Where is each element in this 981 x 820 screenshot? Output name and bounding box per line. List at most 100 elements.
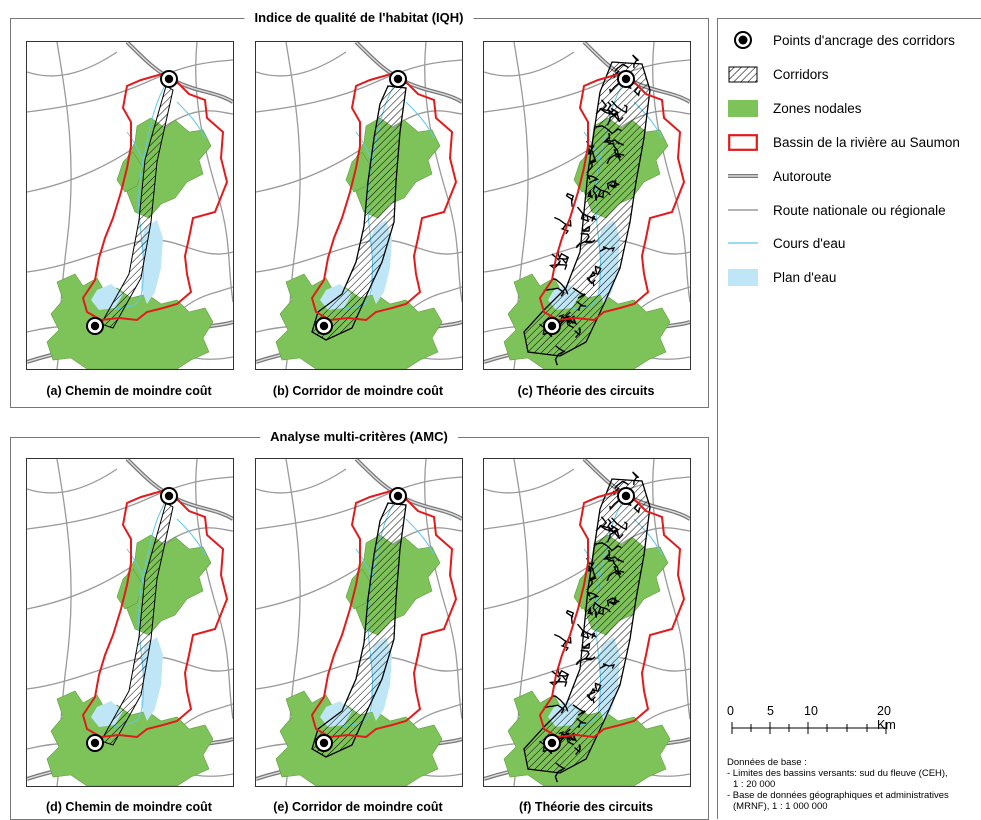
circuit-current-line: [551, 252, 570, 265]
circuit-current-line: [572, 287, 587, 299]
road-line: [256, 468, 347, 494]
caption-e: (e) Corridor de moindre coût: [273, 800, 443, 814]
road-line: [195, 459, 233, 720]
road-line: [424, 459, 462, 720]
map-canvas: [27, 42, 233, 369]
anchor-point-core: [319, 738, 329, 748]
source-notes: Données de base : - Limites des bassins …: [727, 757, 949, 812]
circuit-current-line: [586, 591, 600, 601]
road-line: [652, 459, 690, 720]
legend-item-stream: Cours d'eau: [727, 232, 845, 254]
legend-item-water: Plan d'eau: [727, 266, 836, 288]
road-line: [484, 59, 690, 113]
map-panel-d: [26, 458, 234, 787]
circuit-current-line: [581, 642, 591, 649]
road-icon: [727, 201, 759, 219]
circuit-current-line: [608, 184, 617, 189]
circuit-current-line: [552, 278, 569, 295]
amc-group-title: Analyse multi-critères (AMC): [260, 429, 458, 444]
stream-line: [176, 101, 206, 139]
legend-frame: [717, 18, 981, 819]
road-line: [256, 59, 462, 113]
circuit-current-line: [586, 276, 596, 287]
circuit-current-line: [614, 63, 629, 72]
circuit-current-line: [613, 149, 622, 158]
circuit-current-line: [572, 704, 587, 716]
circuit-current-line: [606, 530, 620, 543]
circuit-current-line: [611, 100, 628, 114]
stream-line: [112, 81, 168, 311]
circuit-current-line: [552, 695, 569, 712]
circuit-current-line: [595, 542, 622, 552]
highway-center-line: [126, 42, 233, 103]
road-line: [424, 42, 462, 303]
watershed-boundary: [310, 487, 458, 739]
road-line: [484, 476, 690, 530]
circuit-current-line: [602, 550, 613, 562]
circuit-current-line: [600, 99, 616, 115]
legend-item-road: Route nationale ou régionale: [727, 199, 946, 221]
road-line: [27, 51, 118, 77]
circuit-current-line: [576, 300, 587, 311]
anchor-point-core: [164, 74, 174, 84]
map-panel-a: [26, 41, 234, 370]
legend-item-boundary: Bassin de la rivière au Saumon: [727, 131, 960, 153]
watershed-boundary: [81, 487, 229, 739]
stream-line: [405, 101, 435, 139]
circuit-lines: [539, 54, 641, 366]
circuit-current-line: [633, 503, 641, 514]
circuit-current-line: [592, 184, 602, 201]
legend-label-corridors: Corridors: [773, 66, 829, 82]
circuit-current-line: [551, 669, 570, 682]
watershed-boundary: [538, 487, 686, 739]
anchor-point-core: [90, 321, 100, 331]
scale-bar: 0 5 10 20 Km: [727, 704, 907, 734]
circuit-current-line: [595, 101, 612, 115]
anchor-point-core: [164, 491, 174, 501]
highway-line: [125, 459, 233, 521]
stream-line: [126, 131, 144, 161]
caption-d: (d) Chemin de moindre coût: [46, 800, 212, 814]
corridor-hatch-icon: [727, 65, 759, 83]
anchor-point-core: [621, 74, 631, 84]
highway-center-line: [355, 459, 462, 520]
corridor-area: [311, 85, 407, 341]
anchor-point-core: [547, 738, 557, 748]
circuit-current-line: [597, 189, 611, 199]
circuit-current-line: [586, 577, 594, 591]
road-line: [256, 51, 347, 77]
circuit-current-line: [633, 86, 641, 97]
highway-line: [354, 459, 462, 521]
water-body-icon: [727, 268, 759, 286]
circuit-current-line: [595, 125, 622, 135]
caption-f: (f) Théorie des circuits: [518, 800, 654, 814]
circuit-current-line: [592, 601, 602, 618]
circuit-current-line: [554, 345, 566, 366]
circuit-current-line: [576, 717, 587, 728]
circuit-current-line: [597, 606, 611, 616]
circuit-current-line: [576, 623, 590, 640]
scale-tick-10: 10: [804, 704, 818, 718]
circuit-current-line: [587, 606, 593, 616]
circuit-current-line: [614, 480, 629, 489]
circuit-current-line: [583, 213, 597, 222]
watershed-boundary: [310, 70, 458, 322]
circuit-current-line: [543, 287, 565, 297]
stream-line: [126, 548, 144, 578]
circuit-current-line: [586, 174, 600, 184]
circuit-current-line: [606, 570, 625, 582]
circuit-current-line: [576, 206, 590, 223]
iqh-group-title: Indice de qualité de l'habitat (IQH): [244, 10, 474, 25]
circuit-current-line: [586, 160, 594, 174]
anchor-point-core: [393, 491, 403, 501]
corridor-area: [100, 85, 174, 329]
road-line: [652, 42, 690, 303]
circuit-current-line: [581, 225, 591, 232]
highway-center-line: [126, 459, 233, 520]
road-line: [256, 476, 462, 530]
map-panel-f: [483, 458, 691, 787]
map-panel-c: [483, 41, 691, 370]
notes-line-3: - Base de données géographiques et admin…: [727, 790, 949, 801]
anchor-point-core: [621, 491, 631, 501]
legend-item-nodal: Zones nodales: [727, 97, 862, 119]
